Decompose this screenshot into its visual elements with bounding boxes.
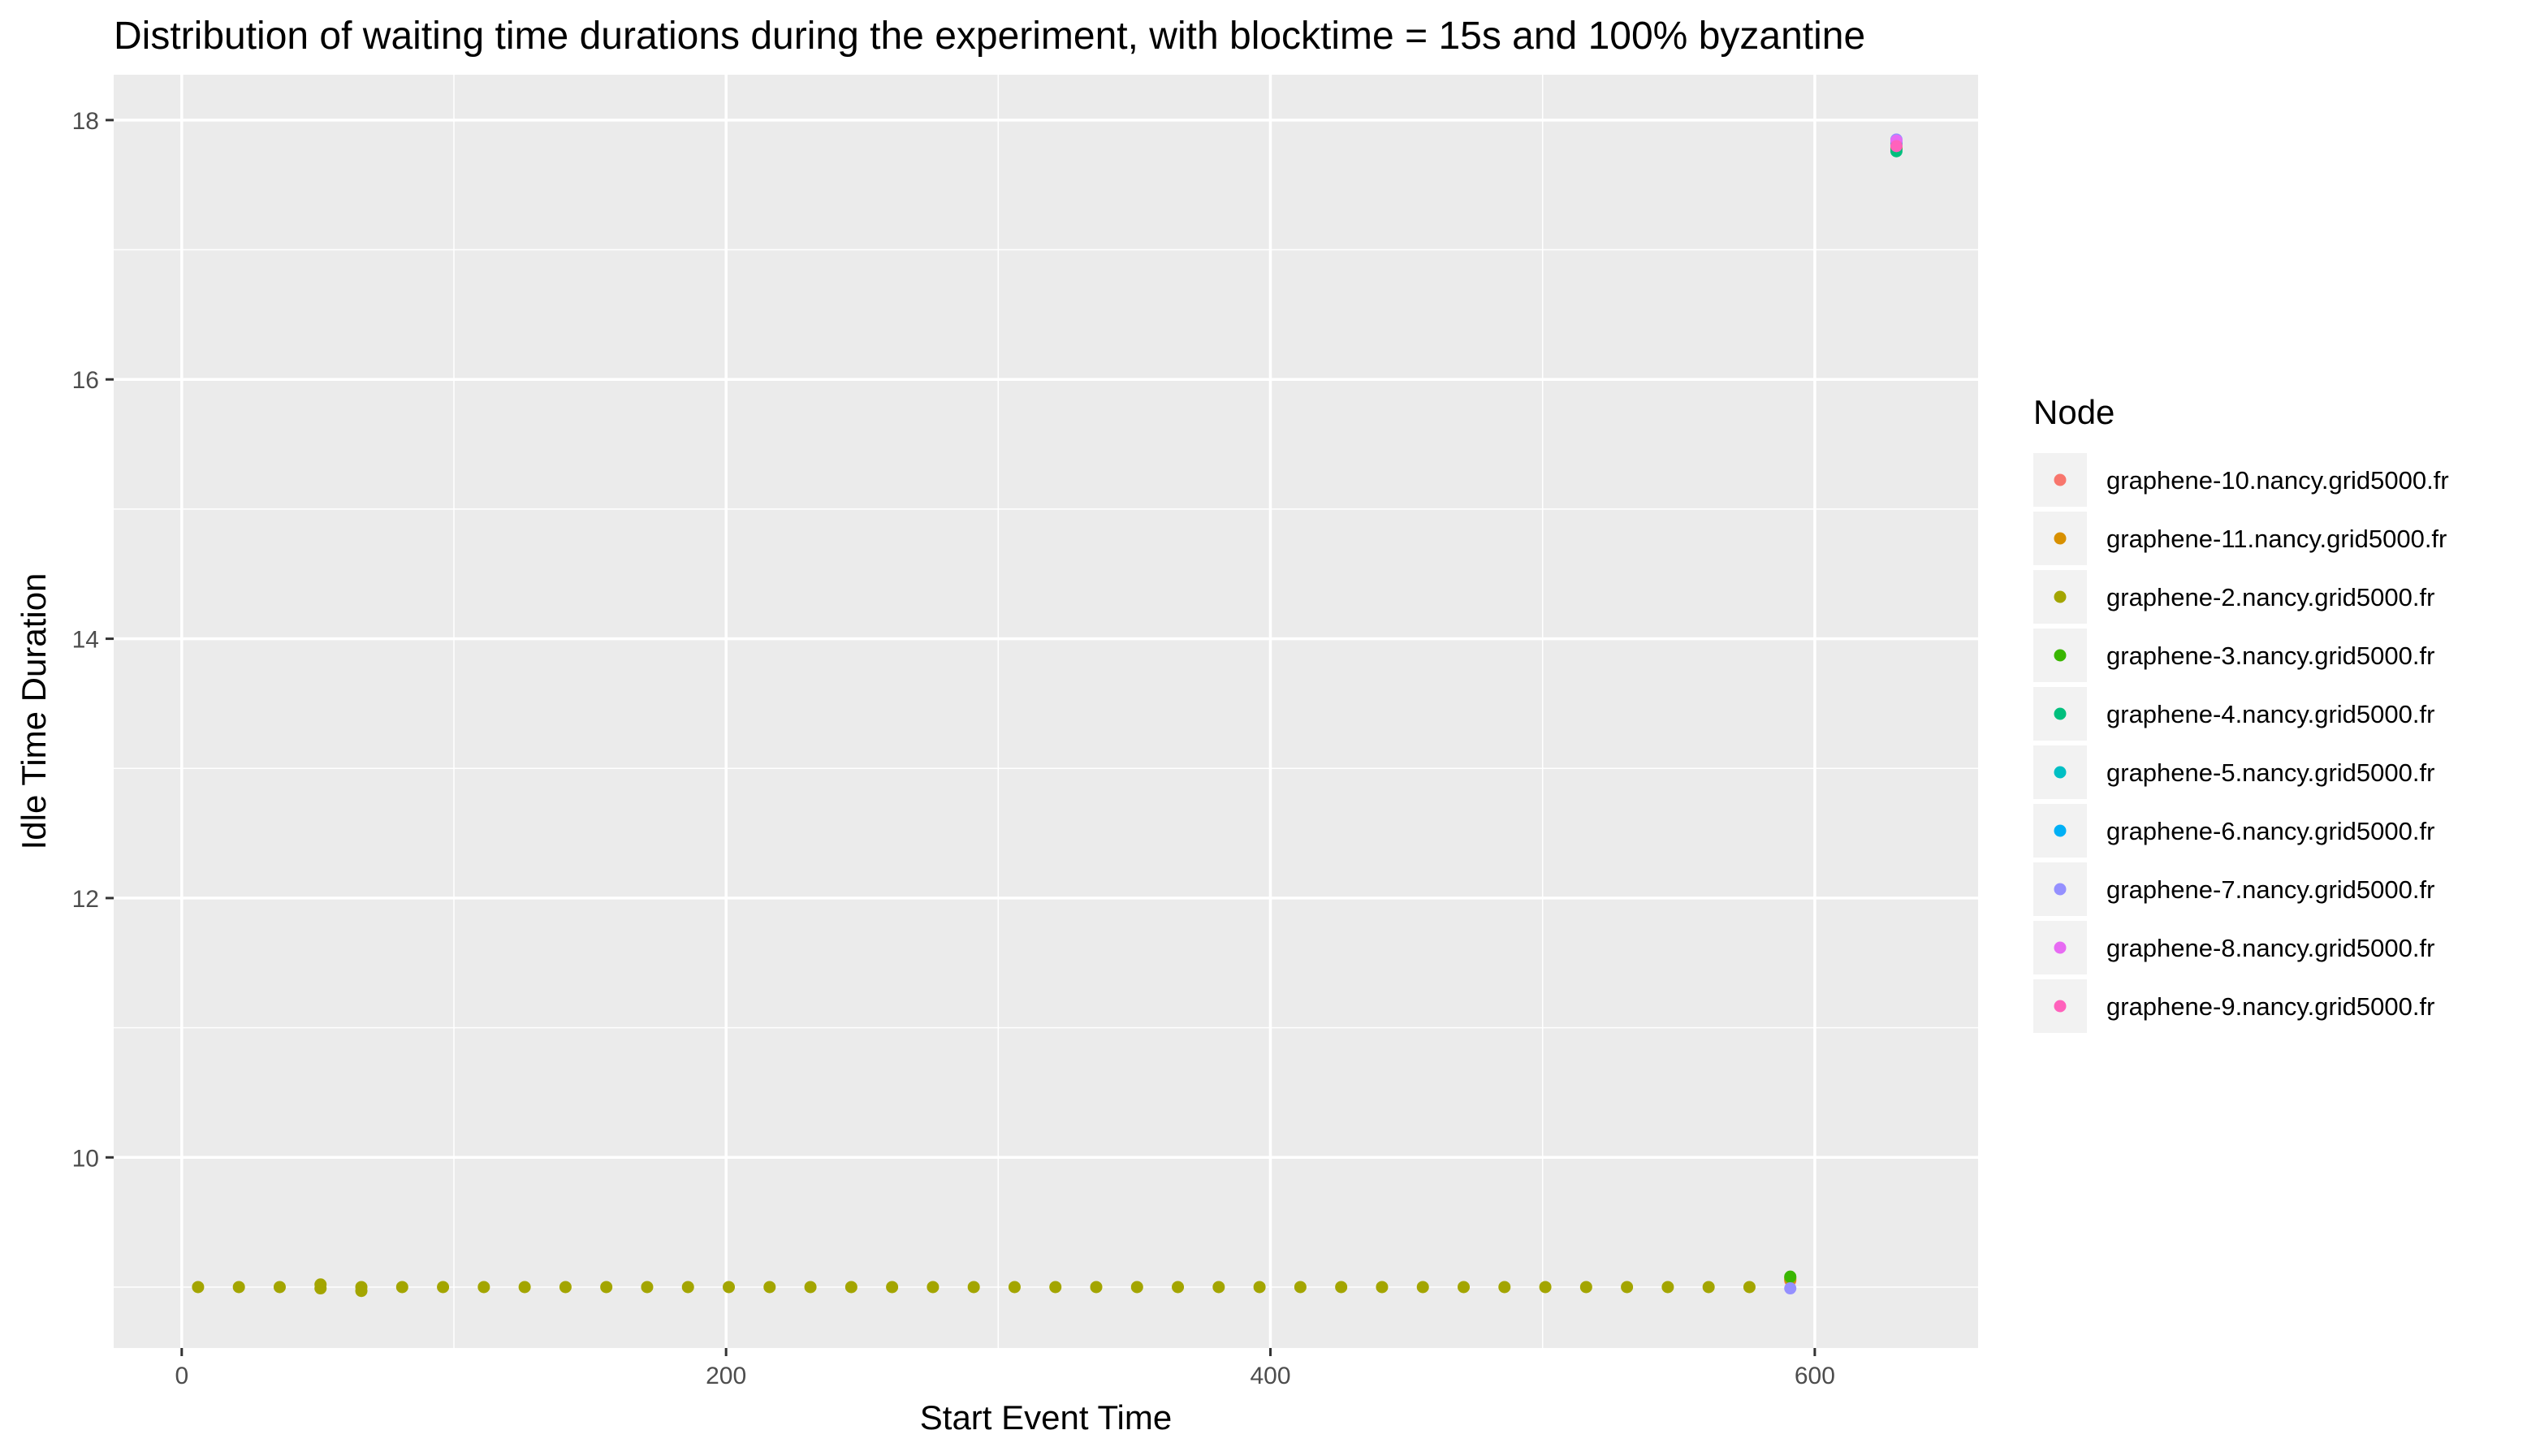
data-point bbox=[681, 1281, 694, 1294]
data-point bbox=[1784, 1282, 1797, 1295]
data-point bbox=[1702, 1281, 1715, 1294]
legend-item: graphene-6.nancy.grid5000.fr bbox=[2033, 804, 2434, 858]
legend-label: graphene-6.nancy.grid5000.fr bbox=[2106, 817, 2434, 845]
data-point bbox=[1335, 1281, 1348, 1294]
data-point bbox=[600, 1281, 613, 1294]
legend-item: graphene-4.nancy.grid5000.fr bbox=[2033, 687, 2434, 741]
legend-swatch bbox=[2054, 707, 2067, 720]
legend-swatch bbox=[2054, 1000, 2067, 1013]
x-tick-label: 200 bbox=[706, 1363, 746, 1389]
legend-item: graphene-9.nancy.grid5000.fr bbox=[2033, 979, 2434, 1033]
data-point bbox=[477, 1281, 490, 1294]
legend-swatch bbox=[2054, 883, 2067, 896]
y-tick-label: 14 bbox=[72, 627, 99, 654]
data-point bbox=[1579, 1281, 1592, 1294]
legend-item: graphene-3.nancy.grid5000.fr bbox=[2033, 629, 2434, 682]
data-point bbox=[723, 1281, 736, 1294]
legend-title: Node bbox=[2033, 393, 2115, 431]
legend-label: graphene-5.nancy.grid5000.fr bbox=[2106, 758, 2434, 787]
x-tick-label: 0 bbox=[175, 1363, 188, 1389]
legend-label: graphene-7.nancy.grid5000.fr bbox=[2106, 875, 2434, 904]
legend-items: graphene-10.nancy.grid5000.fr graphene-11… bbox=[2033, 453, 2449, 1033]
y-axis-title: Idle Time Duration bbox=[15, 573, 53, 850]
data-point bbox=[1090, 1281, 1103, 1294]
data-point bbox=[1621, 1281, 1634, 1294]
data-point bbox=[1784, 1270, 1797, 1283]
legend-swatch bbox=[2054, 532, 2067, 545]
data-point bbox=[927, 1281, 940, 1294]
legend-swatch bbox=[2054, 941, 2067, 954]
axis-ticks bbox=[106, 119, 1816, 1356]
data-point bbox=[559, 1281, 572, 1294]
tick-labels: 0 200 400 600 10 12 14 16 18 bbox=[72, 108, 1835, 1389]
legend-item: graphene-7.nancy.grid5000.fr bbox=[2033, 862, 2434, 916]
x-tick-label: 400 bbox=[1250, 1363, 1290, 1389]
legend-item: graphene-5.nancy.grid5000.fr bbox=[2033, 745, 2434, 799]
data-point bbox=[518, 1281, 531, 1294]
data-point bbox=[1498, 1281, 1511, 1294]
legend-label: graphene-11.nancy.grid5000.fr bbox=[2106, 525, 2447, 553]
data-point bbox=[1661, 1281, 1674, 1294]
data-point bbox=[845, 1281, 857, 1294]
legend-item: graphene-10.nancy.grid5000.fr bbox=[2033, 453, 2449, 507]
data-point bbox=[314, 1282, 327, 1295]
y-tick-label: 16 bbox=[72, 367, 99, 394]
minor-gridlines bbox=[114, 75, 1978, 1348]
data-point bbox=[1008, 1281, 1021, 1294]
legend-swatch bbox=[2054, 473, 2067, 486]
plot-panel bbox=[114, 75, 1978, 1348]
data-point bbox=[1376, 1281, 1389, 1294]
y-tick-label: 18 bbox=[72, 108, 99, 135]
legend-swatch bbox=[2054, 649, 2067, 662]
legend-item: graphene-2.nancy.grid5000.fr bbox=[2033, 570, 2434, 624]
legend-swatch bbox=[2054, 590, 2067, 603]
data-point bbox=[1458, 1281, 1471, 1294]
data-point bbox=[1294, 1281, 1307, 1294]
chart-title: Distribution of waiting time durations d… bbox=[114, 15, 1865, 58]
data-point bbox=[1539, 1281, 1552, 1294]
data-point bbox=[804, 1281, 817, 1294]
legend-label: graphene-10.nancy.grid5000.fr bbox=[2106, 466, 2449, 495]
legend-item: graphene-8.nancy.grid5000.fr bbox=[2033, 921, 2434, 974]
data-point bbox=[1049, 1281, 1062, 1294]
data-point bbox=[1172, 1281, 1185, 1294]
legend-swatch bbox=[2054, 824, 2067, 837]
data-point bbox=[967, 1281, 980, 1294]
major-gridlines bbox=[114, 75, 1978, 1348]
legend: Node graphene-10.nancy.grid5000.frgraphe… bbox=[2033, 393, 2449, 1033]
data-point bbox=[763, 1281, 776, 1294]
y-tick-label: 12 bbox=[72, 886, 99, 913]
data-point bbox=[355, 1285, 368, 1298]
data-point bbox=[192, 1281, 205, 1294]
legend-label: graphene-4.nancy.grid5000.fr bbox=[2106, 700, 2434, 728]
x-tick-label: 600 bbox=[1795, 1363, 1835, 1389]
y-tick-label: 10 bbox=[72, 1145, 99, 1172]
data-point bbox=[1212, 1281, 1225, 1294]
legend-label: graphene-2.nancy.grid5000.fr bbox=[2106, 583, 2434, 611]
legend-label: graphene-8.nancy.grid5000.fr bbox=[2106, 934, 2434, 962]
data-point bbox=[437, 1281, 450, 1294]
data-point bbox=[395, 1281, 408, 1294]
data-point bbox=[1743, 1281, 1756, 1294]
data-point bbox=[1130, 1281, 1143, 1294]
legend-label: graphene-9.nancy.grid5000.fr bbox=[2106, 992, 2434, 1021]
x-axis-title: Start Event Time bbox=[920, 1398, 1172, 1437]
data-point bbox=[641, 1281, 654, 1294]
legend-swatch bbox=[2054, 766, 2067, 779]
data-point bbox=[1253, 1281, 1266, 1294]
legend-label: graphene-3.nancy.grid5000.fr bbox=[2106, 642, 2434, 670]
data-point bbox=[1416, 1281, 1429, 1294]
data-point bbox=[232, 1281, 245, 1294]
data-point bbox=[886, 1281, 899, 1294]
data-point bbox=[273, 1281, 286, 1294]
data-points bbox=[192, 133, 1903, 1298]
legend-item: graphene-11.nancy.grid5000.fr bbox=[2033, 512, 2447, 565]
data-point bbox=[1890, 140, 1903, 153]
